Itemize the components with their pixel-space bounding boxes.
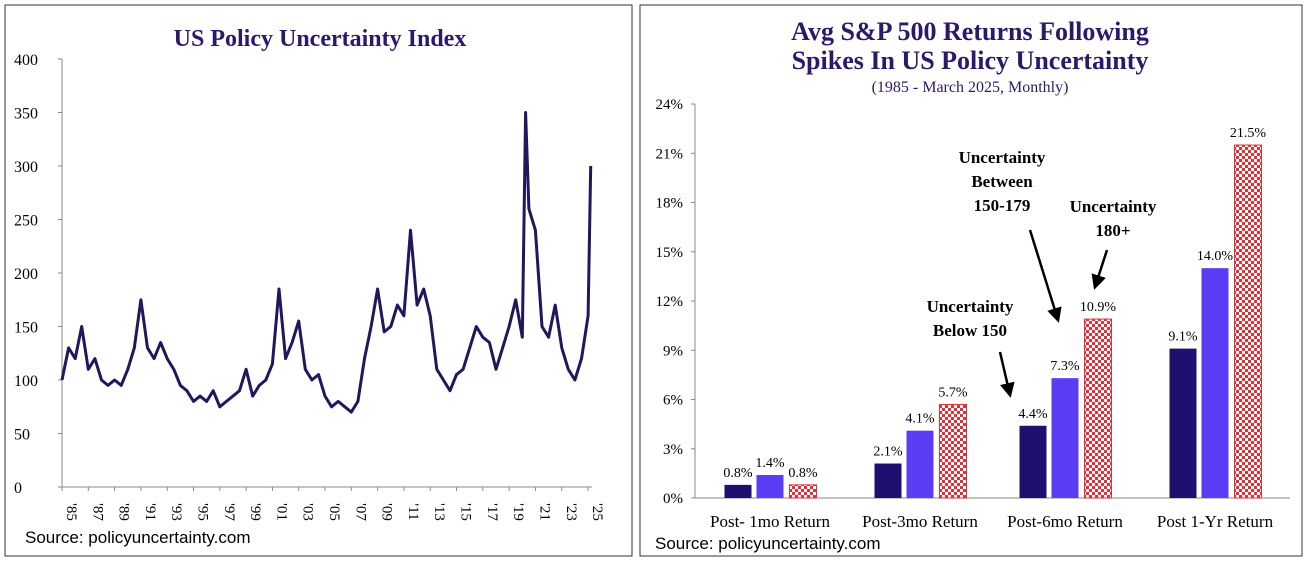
y-tick-label: 350 bbox=[14, 106, 38, 123]
annotation-arrow bbox=[998, 351, 1015, 398]
value-label: 9.1% bbox=[1168, 330, 1198, 345]
x-tick-label: '17 bbox=[484, 503, 500, 521]
x-tick-label: '09 bbox=[379, 503, 395, 521]
bar bbox=[1234, 144, 1262, 499]
annotation: Below 150 bbox=[933, 321, 1007, 340]
value-label: 7.3% bbox=[1050, 359, 1080, 374]
y-tick-label: 100 bbox=[14, 373, 38, 390]
y-tick-label: 12% bbox=[656, 294, 684, 310]
bar bbox=[874, 463, 902, 498]
value-label: 21.5% bbox=[1230, 126, 1267, 141]
y-tick-label: 300 bbox=[14, 159, 38, 176]
bar bbox=[939, 403, 967, 499]
x-tick-label: '11 bbox=[405, 503, 421, 520]
x-tick-label: '13 bbox=[431, 503, 447, 521]
right-panel bbox=[639, 4, 1303, 557]
y-tick-label: 18% bbox=[656, 196, 684, 212]
index-line bbox=[60, 111, 593, 414]
x-tick-label: '23 bbox=[563, 503, 579, 521]
value-label: 0.8% bbox=[723, 466, 753, 481]
bar bbox=[1051, 378, 1079, 498]
bar bbox=[756, 475, 784, 498]
x-tick-label: Post-6mo Return bbox=[1007, 512, 1123, 531]
source: Source: policyuncertainty.com bbox=[655, 534, 881, 553]
annotation: Uncertainty bbox=[927, 297, 1014, 316]
y-tick-label: 0 bbox=[14, 480, 22, 497]
chart-subtitle: (1985 - March 2025, Monthly) bbox=[872, 79, 1069, 96]
annotation: Uncertainty bbox=[1070, 197, 1157, 216]
x-tick-label: Post-3mo Return bbox=[862, 512, 978, 531]
x-tick-label: '91 bbox=[142, 503, 158, 521]
bar bbox=[1019, 425, 1047, 498]
y-tick-label: 24% bbox=[656, 97, 684, 113]
x-tick-label: '01 bbox=[273, 503, 289, 521]
y-tick-label: 250 bbox=[14, 213, 38, 230]
y-tick-label: 15% bbox=[656, 245, 684, 261]
annotation: Uncertainty bbox=[959, 148, 1046, 167]
bar bbox=[1084, 318, 1112, 499]
x-tick-label: Post- 1mo Return bbox=[710, 512, 830, 531]
x-tick-label: '07 bbox=[352, 503, 368, 521]
x-tick-label: '25 bbox=[589, 503, 605, 521]
chart-title: US Policy Uncertainty Index bbox=[174, 26, 467, 52]
x-tick-label: '85 bbox=[63, 503, 79, 521]
y-tick-label: 6% bbox=[663, 393, 683, 409]
value-label: 4.4% bbox=[1018, 407, 1048, 422]
y-tick-label: 400 bbox=[14, 52, 38, 69]
bar bbox=[789, 484, 817, 499]
left-panel bbox=[4, 4, 633, 557]
source: Source: policyuncertainty.com bbox=[25, 528, 251, 547]
x-tick-label: '95 bbox=[195, 503, 211, 521]
y-tick-label: 200 bbox=[14, 266, 38, 283]
y-tick-label: 21% bbox=[656, 146, 684, 162]
value-label: 5.7% bbox=[938, 385, 968, 400]
bar bbox=[906, 430, 934, 498]
value-label: 14.0% bbox=[1197, 249, 1234, 264]
bar bbox=[724, 484, 752, 498]
x-tick-label: Post 1-Yr Return bbox=[1157, 512, 1274, 531]
annotation: 180+ bbox=[1095, 221, 1130, 240]
y-tick-label: 50 bbox=[14, 427, 30, 444]
x-tick-label: '93 bbox=[168, 503, 184, 521]
annotation-arrow bbox=[1091, 249, 1109, 290]
x-tick-label: '97 bbox=[221, 503, 237, 521]
value-label: 1.4% bbox=[755, 456, 785, 471]
x-tick-label: '21 bbox=[536, 503, 552, 521]
chart-title: Avg S&P 500 Returns Following bbox=[791, 17, 1149, 46]
y-tick-label: 0% bbox=[663, 491, 683, 507]
y-tick-label: 3% bbox=[663, 442, 683, 458]
x-tick-label: '03 bbox=[300, 503, 316, 521]
value-label: 4.1% bbox=[905, 412, 935, 427]
annotation: Between bbox=[971, 172, 1033, 191]
chart-title: Spikes In US Policy Uncertainty bbox=[792, 46, 1149, 75]
x-tick-label: '89 bbox=[116, 503, 132, 521]
annotation-arrow bbox=[1028, 229, 1062, 323]
annotation: 150-179 bbox=[974, 196, 1031, 215]
x-tick-label: '19 bbox=[510, 503, 526, 521]
value-label: 0.8% bbox=[788, 466, 818, 481]
x-tick-label: '87 bbox=[89, 503, 105, 521]
value-label: 2.1% bbox=[873, 445, 903, 460]
x-tick-label: '99 bbox=[247, 503, 263, 521]
y-tick-label: 9% bbox=[663, 343, 683, 359]
bar bbox=[1201, 268, 1229, 498]
x-tick-label: '15 bbox=[458, 503, 474, 521]
value-label: 10.9% bbox=[1080, 300, 1117, 315]
y-tick-label: 150 bbox=[14, 320, 38, 337]
bar bbox=[1169, 348, 1197, 498]
x-tick-label: '05 bbox=[326, 503, 342, 521]
